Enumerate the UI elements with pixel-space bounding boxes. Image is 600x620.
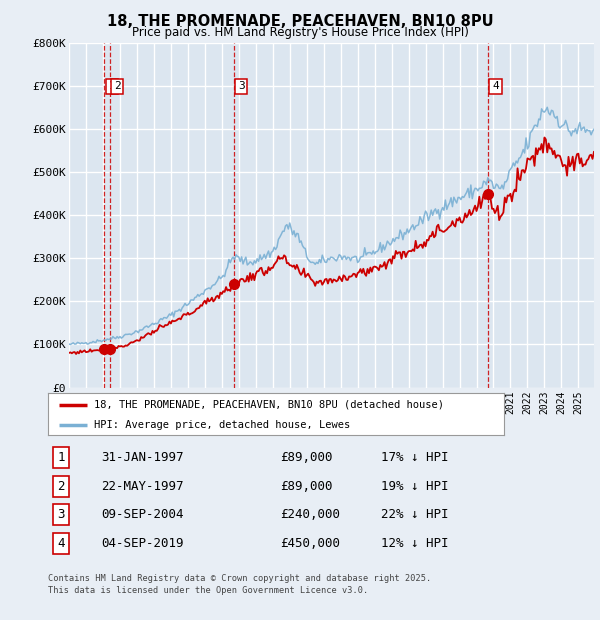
Text: Price paid vs. HM Land Registry's House Price Index (HPI): Price paid vs. HM Land Registry's House … (131, 26, 469, 39)
Text: 12% ↓ HPI: 12% ↓ HPI (380, 537, 448, 550)
Text: 04-SEP-2019: 04-SEP-2019 (101, 537, 184, 550)
Text: 22% ↓ HPI: 22% ↓ HPI (380, 508, 448, 521)
Text: 19% ↓ HPI: 19% ↓ HPI (380, 480, 448, 492)
Text: HPI: Average price, detached house, Lewes: HPI: Average price, detached house, Lewe… (94, 420, 350, 430)
Text: This data is licensed under the Open Government Licence v3.0.: This data is licensed under the Open Gov… (48, 586, 368, 595)
Text: £89,000: £89,000 (280, 480, 333, 492)
Text: 1: 1 (58, 451, 65, 464)
Text: £450,000: £450,000 (280, 537, 340, 550)
Text: 09-SEP-2004: 09-SEP-2004 (101, 508, 184, 521)
Text: 2: 2 (58, 480, 65, 492)
Text: 22-MAY-1997: 22-MAY-1997 (101, 480, 184, 492)
Text: 2: 2 (114, 81, 121, 91)
Text: 18, THE PROMENADE, PEACEHAVEN, BN10 8PU: 18, THE PROMENADE, PEACEHAVEN, BN10 8PU (107, 14, 493, 29)
Text: 17% ↓ HPI: 17% ↓ HPI (380, 451, 448, 464)
Text: 1: 1 (109, 81, 115, 91)
Text: Contains HM Land Registry data © Crown copyright and database right 2025.: Contains HM Land Registry data © Crown c… (48, 574, 431, 583)
Text: 31-JAN-1997: 31-JAN-1997 (101, 451, 184, 464)
Text: £89,000: £89,000 (280, 451, 333, 464)
Text: £240,000: £240,000 (280, 508, 340, 521)
Text: 3: 3 (238, 81, 245, 91)
Text: 3: 3 (58, 508, 65, 521)
Text: 4: 4 (58, 537, 65, 550)
Text: 18, THE PROMENADE, PEACEHAVEN, BN10 8PU (detached house): 18, THE PROMENADE, PEACEHAVEN, BN10 8PU … (94, 400, 443, 410)
Text: 4: 4 (492, 81, 499, 91)
